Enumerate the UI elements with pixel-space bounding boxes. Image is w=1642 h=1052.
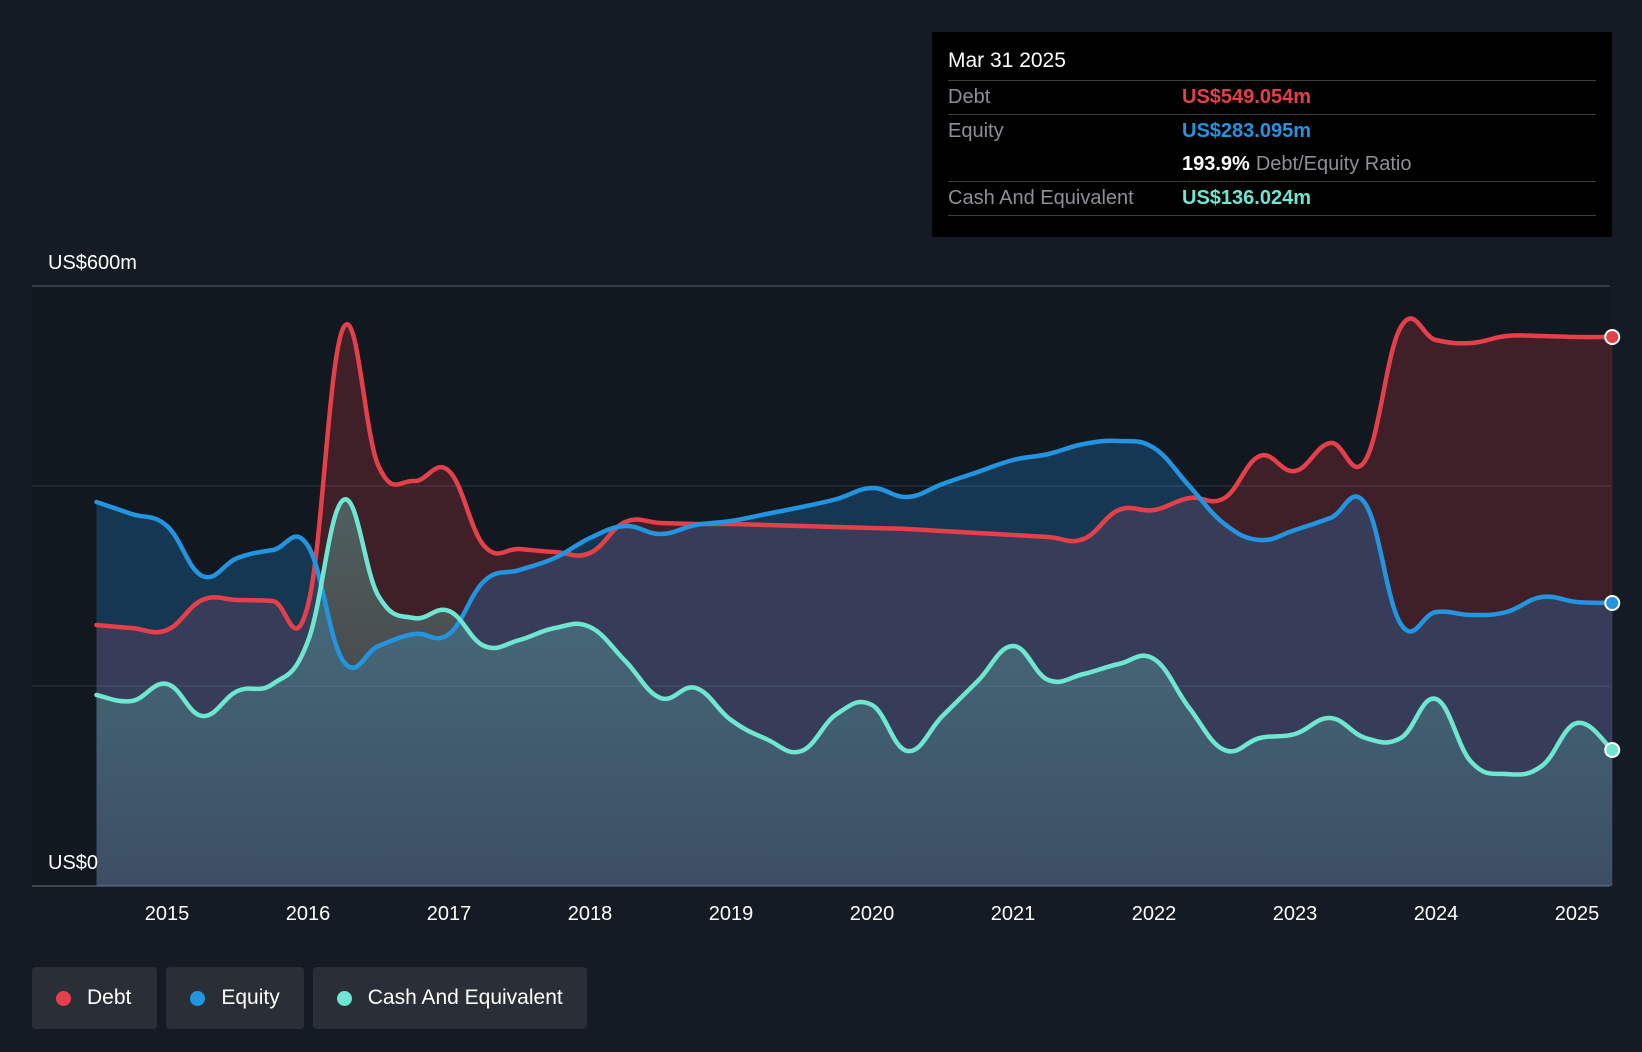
legend-item-equity[interactable]: Equity xyxy=(166,967,304,1029)
tooltip-ratio-label: Debt/Equity Ratio xyxy=(1255,153,1412,175)
legend-label-equity: Equity xyxy=(221,986,280,1009)
legend-label-debt: Debt xyxy=(87,986,132,1009)
series-lines xyxy=(94,316,1615,777)
x-tick-2025: 2025 xyxy=(1555,903,1600,925)
x-tick-2023: 2023 xyxy=(1273,903,1318,925)
line-debt xyxy=(94,316,1615,635)
legend-label-cash: Cash And Equivalent xyxy=(367,986,563,1009)
x-tick-2015: 2015 xyxy=(145,903,190,925)
x-tick-2022: 2022 xyxy=(1132,903,1177,925)
x-tick-2024: 2024 xyxy=(1414,903,1459,925)
x-tick-2017: 2017 xyxy=(427,903,472,925)
series-areas xyxy=(96,318,1613,886)
chart-legend: Debt Equity Cash And Equivalent xyxy=(32,967,587,1029)
tooltip-cash-value: US$136.024m xyxy=(1182,187,1311,209)
x-tick-2020: 2020 xyxy=(850,903,895,925)
line-equity xyxy=(94,438,1615,671)
legend-item-cash[interactable]: Cash And Equivalent xyxy=(312,967,587,1029)
tooltip-cash-label: Cash And Equivalent xyxy=(948,187,1134,209)
y-axis-min-label: US$0 xyxy=(48,852,98,874)
tooltip-row-ratio: 193.9% Debt/Equity Ratio xyxy=(948,148,1596,182)
tooltip-row-cash: Cash And Equivalent US$136.024m xyxy=(948,182,1596,216)
tooltip-ratio-value: 193.9% xyxy=(1182,153,1250,175)
end-marker-debt xyxy=(1604,329,1621,345)
y-axis-max-label: US$600m xyxy=(48,252,137,274)
tooltip-equity-label: Equity xyxy=(948,120,1004,142)
legend-dot-debt xyxy=(56,990,71,1006)
end-marker-equity xyxy=(1604,595,1621,611)
area-cash xyxy=(96,499,1613,886)
tooltip-date: Mar 31 2025 xyxy=(948,46,1596,81)
tooltip-debt-value: US$549.054m xyxy=(1182,86,1311,108)
line-cash xyxy=(94,497,1615,777)
legend-item-debt[interactable]: Debt xyxy=(32,967,158,1029)
x-axis-ticks: 2015 2016 2017 2018 2019 2020 2021 2022 2023 2024… xyxy=(145,903,1600,925)
x-tick-2021: 2021 xyxy=(991,903,1036,925)
tooltip-row-debt: Debt US$549.054m xyxy=(948,81,1596,115)
tooltip-debt-label: Debt xyxy=(948,86,991,108)
end-marker-cash xyxy=(1604,742,1621,758)
legend-dot-cash xyxy=(336,990,352,1006)
x-tick-2016: 2016 xyxy=(286,903,331,925)
legend-dot-equity xyxy=(190,990,206,1006)
tooltip-equity-value: US$283.095m xyxy=(1182,120,1311,142)
data-tooltip: Mar 31 2025 Debt US$549.054m Equity US$2… xyxy=(932,32,1612,237)
x-tick-2019: 2019 xyxy=(709,903,754,925)
x-tick-2018: 2018 xyxy=(568,903,613,925)
tooltip-row-equity: Equity US$283.095m xyxy=(948,115,1596,148)
series-end-markers xyxy=(1604,329,1621,758)
